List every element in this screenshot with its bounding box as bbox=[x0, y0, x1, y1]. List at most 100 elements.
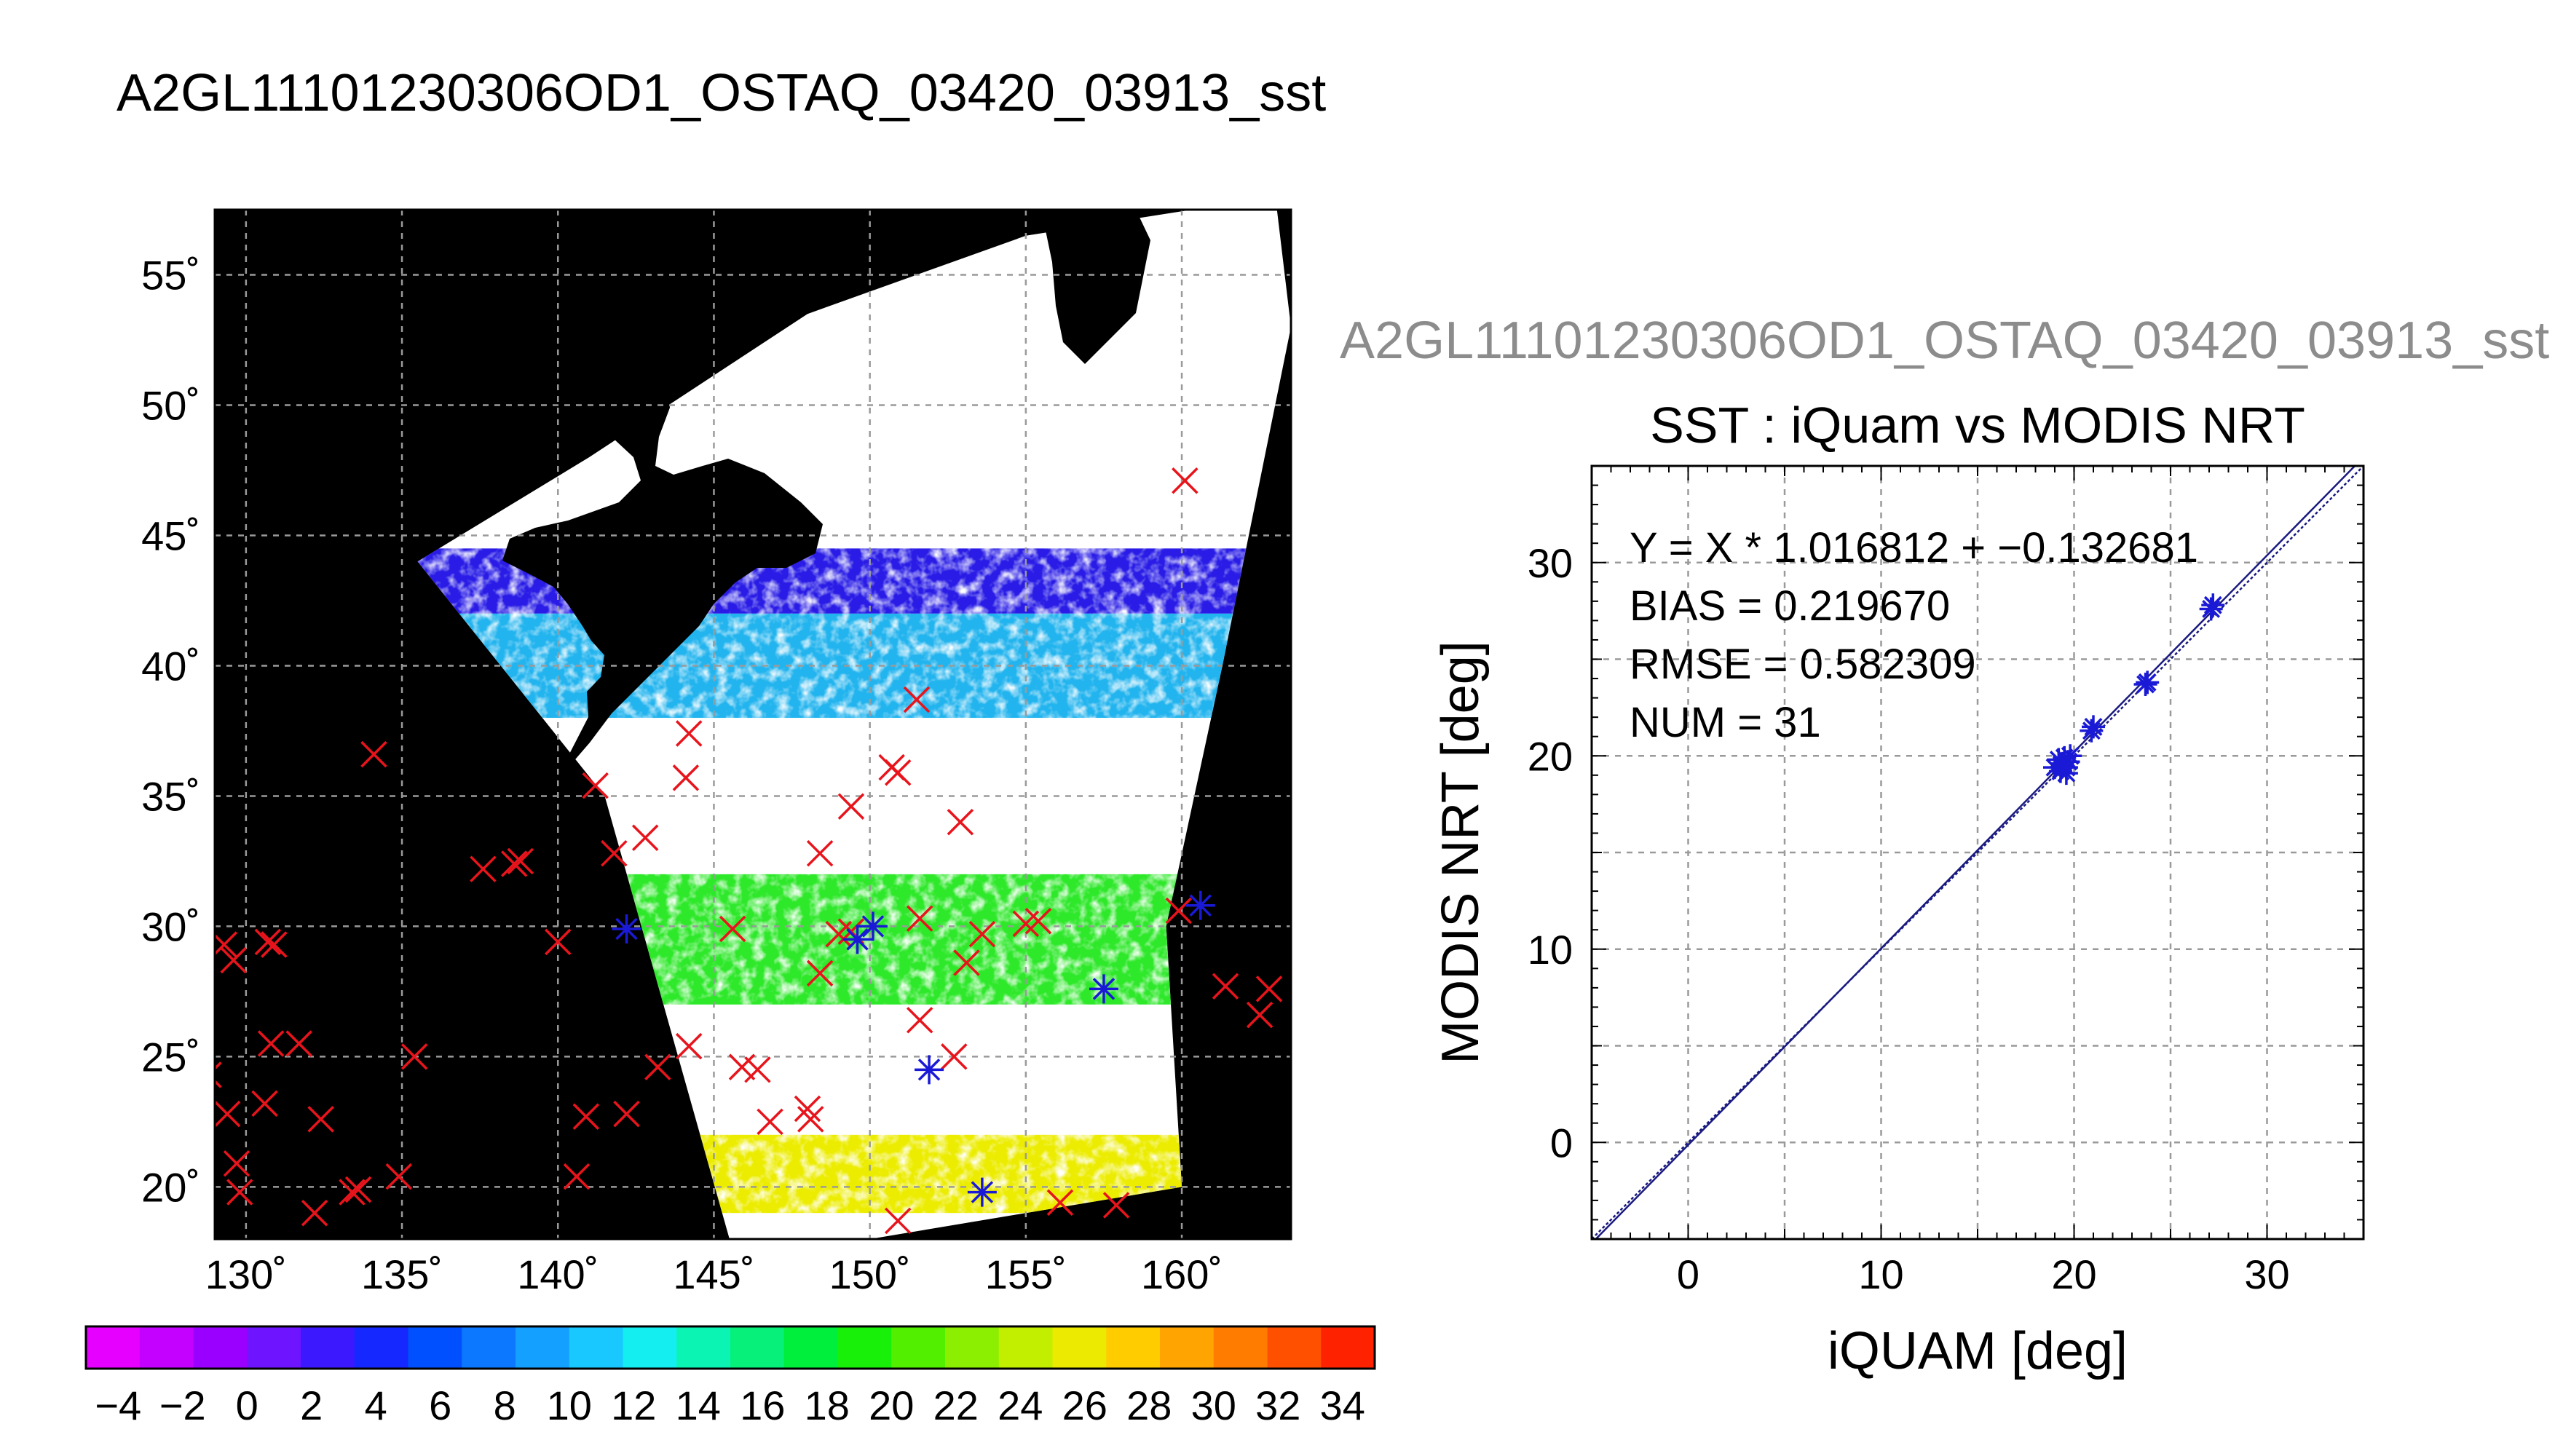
iquam-point-marker bbox=[220, 946, 247, 974]
colorbar-swatch bbox=[1106, 1326, 1161, 1369]
iquam-point-marker bbox=[215, 1061, 222, 1088]
iquam-point-marker bbox=[1024, 908, 1052, 935]
map-y-tick: 45˚ bbox=[141, 513, 200, 558]
scatter-point bbox=[2199, 597, 2223, 621]
iquam-point-marker bbox=[254, 928, 282, 956]
colorbar-tick: 4 bbox=[365, 1382, 387, 1428]
iquam-point-marker bbox=[953, 949, 980, 976]
colorbar-swatch bbox=[86, 1326, 141, 1369]
map-x-tick-labels: 130˚ 135˚ 140˚ 145˚ 150˚ 155˚ 160˚ bbox=[205, 1251, 1223, 1297]
scatter-stat-line: Y = X * 1.016812 + −0.132681 bbox=[1630, 524, 2198, 571]
scatter-title: SST : iQuam vs MODIS NRT bbox=[1650, 397, 2305, 454]
map-frame bbox=[213, 208, 1292, 1241]
iquam-point-marker bbox=[563, 1163, 591, 1190]
iquam-point-marker bbox=[1172, 467, 1198, 494]
colorbar-swatch bbox=[354, 1326, 408, 1369]
iquam-point-marker bbox=[672, 764, 700, 791]
iquam-point-marker bbox=[941, 1043, 968, 1070]
map-x-tick: 130˚ bbox=[205, 1251, 287, 1297]
sst-band bbox=[417, 613, 1291, 719]
iquam-point-marker bbox=[385, 1163, 412, 1190]
iquam-point-marker bbox=[582, 772, 609, 799]
iquam-point-marker bbox=[226, 1179, 253, 1206]
japan-landmass bbox=[502, 335, 823, 785]
scatter-stat-line: BIAS = 0.219670 bbox=[1630, 582, 1950, 630]
scatter-x-tick: 0 bbox=[1677, 1251, 1699, 1297]
scatter-file-title: A2GL11101230306OD1_OSTAQ_03420_03913_sst bbox=[1340, 312, 2550, 370]
iquam-point-marker bbox=[601, 839, 628, 867]
scatter-x-tick: 30 bbox=[2244, 1251, 2289, 1297]
iquam-point-marker bbox=[675, 720, 703, 747]
iquam-point-marker bbox=[257, 1030, 285, 1057]
scatter-stat-line: RMSE = 0.582309 bbox=[1630, 641, 1976, 688]
iquam-point-marker bbox=[470, 855, 497, 882]
matchup-point-marker bbox=[1089, 974, 1118, 1004]
iquam-point-marker bbox=[806, 960, 834, 987]
map-y-tick: 30˚ bbox=[141, 903, 200, 949]
iquam-point-marker bbox=[744, 1056, 771, 1083]
scatter-point bbox=[2054, 761, 2078, 786]
matchup-point-marker bbox=[842, 925, 872, 954]
map-x-tick: 160˚ bbox=[1141, 1251, 1223, 1297]
kamchatka-landmass bbox=[1041, 210, 1150, 364]
iquam-point-marker bbox=[903, 686, 931, 713]
scatter-point bbox=[2082, 715, 2105, 739]
iquam-point-marker bbox=[837, 793, 865, 820]
colorbar-swatch bbox=[1160, 1326, 1215, 1369]
scatter-point bbox=[2080, 719, 2104, 743]
matchup-point-marker bbox=[1185, 890, 1215, 920]
iquam-point-marker bbox=[613, 1100, 640, 1128]
iquam-point-marker bbox=[1102, 1192, 1130, 1219]
map-y-tick: 20˚ bbox=[141, 1164, 200, 1210]
iquam-point-marker bbox=[339, 1179, 366, 1206]
iquam-point-marker bbox=[501, 850, 528, 877]
colorbar-tick: 34 bbox=[1320, 1382, 1365, 1428]
colorbar-swatch bbox=[569, 1326, 623, 1369]
scatter-stat-line: NUM = 31 bbox=[1630, 699, 1821, 746]
sst-map: 130˚ 135˚ 140˚ 145˚ 150˚ 155˚ 160˚ 55˚ 50˚ 45˚ 40… bbox=[141, 208, 1292, 1297]
map-y-tick: 50˚ bbox=[141, 382, 200, 428]
matchup-point-marker bbox=[915, 1055, 944, 1085]
colorbar-tick: 14 bbox=[676, 1382, 721, 1428]
colorbar-tick: 28 bbox=[1126, 1382, 1172, 1428]
scatter-point bbox=[2048, 759, 2072, 783]
scatter-x-tick: 20 bbox=[2051, 1251, 2096, 1297]
map-x-tick: 155˚ bbox=[985, 1251, 1067, 1297]
scatter-point bbox=[2201, 593, 2225, 617]
colorbar-swatch bbox=[516, 1326, 570, 1369]
iquam-point-marker bbox=[507, 847, 534, 875]
iquam-point-marker bbox=[285, 1030, 312, 1057]
one-to-one-line bbox=[1592, 466, 2364, 1239]
scatter-minor-ticks bbox=[1591, 465, 2364, 1240]
map-x-tick: 140˚ bbox=[517, 1251, 599, 1297]
colorbar-tick: 6 bbox=[429, 1382, 451, 1428]
scatter-points bbox=[2043, 593, 2225, 786]
map-y-tick: 55˚ bbox=[141, 252, 200, 298]
colorbar-tick: 18 bbox=[805, 1382, 850, 1428]
colorbar-swatch bbox=[730, 1326, 785, 1369]
iquam-point-marker bbox=[947, 809, 974, 836]
matchup-point-marker bbox=[967, 1177, 997, 1207]
colorbar-swatch bbox=[783, 1326, 838, 1369]
colorbar-swatch bbox=[1267, 1326, 1322, 1369]
iquam-point-marker bbox=[1246, 1001, 1273, 1029]
iquam-point-marker bbox=[797, 1106, 824, 1133]
scatter-point bbox=[2136, 670, 2160, 695]
iquam-point-marker bbox=[794, 1095, 821, 1123]
colorbar-tick: 2 bbox=[300, 1382, 323, 1428]
scatter-y-axis-label: MODIS NRT [deg] bbox=[1431, 641, 1490, 1064]
scatter-y-tick: 20 bbox=[1528, 733, 1573, 779]
colorbar-swatch bbox=[193, 1326, 248, 1369]
colorbar-swatch bbox=[998, 1326, 1053, 1369]
sakhalin-landmass bbox=[615, 218, 659, 328]
iquam-point-marker bbox=[400, 1043, 428, 1070]
iquam-point-marker bbox=[307, 1106, 334, 1133]
map-y-tick-labels: 55˚ 50˚ 45˚ 40˚ 35˚ 30˚ 25˚ 20˚ bbox=[141, 252, 200, 1210]
colorbar-swatch bbox=[301, 1326, 355, 1369]
scatter-point bbox=[2058, 744, 2082, 768]
scatter-y-tick: 30 bbox=[1528, 540, 1573, 586]
colorbar-tick: 30 bbox=[1191, 1382, 1236, 1428]
map-x-tick: 150˚ bbox=[829, 1251, 911, 1297]
iquam-point-marker bbox=[631, 824, 659, 851]
